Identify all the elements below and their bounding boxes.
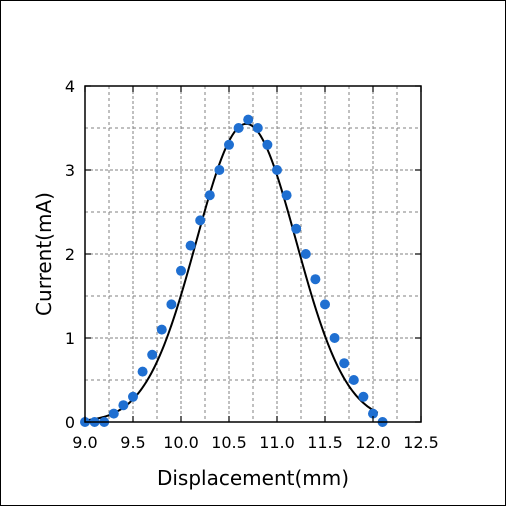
y-tick-labels: 0 1 2 3 4 bbox=[65, 77, 75, 432]
data-point bbox=[262, 139, 273, 150]
x-tick-label: 10.0 bbox=[163, 433, 199, 452]
data-point bbox=[137, 366, 148, 377]
y-tick-label: 4 bbox=[65, 77, 75, 96]
y-tick-label: 1 bbox=[65, 329, 75, 348]
major-grid bbox=[85, 86, 421, 422]
fit-curve bbox=[84, 122, 379, 422]
data-point bbox=[185, 240, 196, 251]
data-point bbox=[156, 324, 167, 335]
x-tick-label: 11.5 bbox=[307, 433, 343, 452]
data-point bbox=[108, 408, 119, 419]
x-tick-labels: 9.0 9.5 10.0 10.5 11.0 11.5 12.0 12.5 bbox=[72, 433, 439, 452]
fit-curve-layer bbox=[84, 122, 379, 422]
x-tick-label: 9.5 bbox=[120, 433, 145, 452]
data-point bbox=[224, 139, 234, 150]
data-points-layer bbox=[80, 114, 388, 427]
data-point bbox=[252, 123, 263, 133]
y-tick-label: 0 bbox=[65, 413, 75, 432]
y-axis-label: Current(mA) bbox=[32, 192, 56, 316]
data-point bbox=[300, 249, 311, 259]
x-axis-label: Displacement(mm) bbox=[157, 466, 349, 490]
x-tick-label: 11.0 bbox=[259, 433, 295, 452]
axis-ticks bbox=[84, 85, 422, 423]
data-point bbox=[281, 190, 292, 201]
data-point bbox=[204, 190, 215, 201]
data-point bbox=[214, 165, 225, 175]
data-point bbox=[243, 114, 254, 125]
x-tick-label: 10.5 bbox=[211, 433, 247, 452]
data-point bbox=[358, 391, 369, 402]
x-tick-label: 12.5 bbox=[403, 433, 439, 452]
data-point bbox=[310, 274, 321, 285]
x-tick-label: 12.0 bbox=[355, 433, 391, 452]
data-point bbox=[128, 391, 138, 402]
data-point bbox=[339, 358, 350, 369]
data-point bbox=[320, 299, 330, 310]
data-point bbox=[329, 333, 340, 343]
data-point bbox=[272, 165, 282, 175]
y-tick-label: 3 bbox=[65, 161, 75, 180]
data-point bbox=[176, 265, 186, 276]
data-point bbox=[233, 123, 244, 133]
data-point bbox=[291, 223, 302, 234]
x-tick-label: 9.0 bbox=[72, 433, 97, 452]
data-point bbox=[118, 400, 129, 411]
data-point bbox=[348, 375, 359, 385]
data-point bbox=[195, 215, 206, 226]
data-point bbox=[166, 299, 177, 310]
y-tick-label: 2 bbox=[65, 245, 75, 264]
data-point bbox=[147, 349, 158, 360]
data-point bbox=[368, 408, 378, 419]
